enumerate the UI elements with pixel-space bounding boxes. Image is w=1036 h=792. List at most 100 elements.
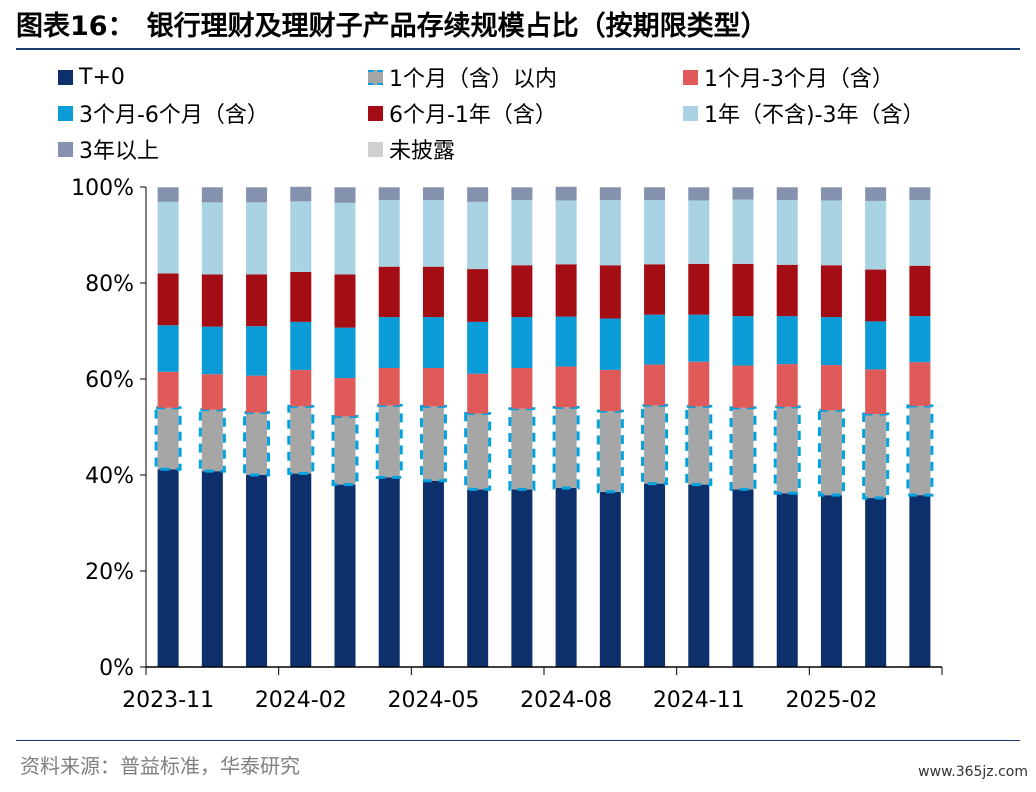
- legend-label: 1个月（含）以内: [389, 67, 557, 92]
- legend-item: 1年（不含)-3年（含）: [683, 96, 925, 130]
- bar-segment: [378, 477, 400, 667]
- bar-segment: [201, 326, 223, 375]
- x-tick-label: 2024-08: [520, 688, 612, 713]
- bar-segment: [865, 369, 887, 415]
- bar-segment: [599, 187, 621, 200]
- figure-title: 银行理财及理财子产品存续规模占比（按期限类型）: [146, 11, 768, 42]
- bar-segment: [555, 487, 577, 667]
- bar-segment: [334, 484, 356, 667]
- legend-item: 3年以上: [58, 132, 159, 166]
- bar-segment-outline: [198, 408, 226, 473]
- bar-segment: [334, 187, 356, 203]
- bar-segment: [157, 187, 179, 202]
- bar-segment: [688, 187, 710, 201]
- bar-segment: [157, 325, 179, 372]
- bar-segment: [688, 484, 710, 667]
- bar-segment: [378, 405, 400, 478]
- bar-segment: [688, 263, 710, 315]
- bar-segment: [334, 274, 356, 328]
- bar-segment: [820, 365, 842, 411]
- bar-segment: [157, 371, 179, 408]
- bar-segment: [246, 202, 268, 275]
- source-divider: [16, 740, 1020, 741]
- bar-segment: [599, 411, 621, 492]
- bar-segment: [732, 187, 754, 200]
- legend-label: 3年以上: [79, 139, 159, 164]
- bar-segment: [157, 469, 179, 667]
- bar-segment: [422, 406, 444, 481]
- bar-segment: [511, 199, 533, 266]
- legend-label: 6个月-1年（含）: [389, 103, 557, 128]
- bar-segment: [422, 480, 444, 667]
- y-tick-label: 40%: [85, 464, 134, 489]
- bar-segment: [820, 187, 842, 201]
- bar-segment: [865, 200, 887, 270]
- bar-segment-outline: [243, 411, 271, 477]
- bar-segment: [157, 273, 179, 326]
- legend-item: 6个月-1年（含）: [368, 96, 557, 130]
- bar-segment: [467, 269, 489, 322]
- legend-swatch: [683, 69, 698, 85]
- bar-segment: [909, 199, 931, 266]
- x-tick-label: 2025-02: [785, 688, 877, 713]
- legend-label: 1个月-3个月（含）: [704, 67, 894, 92]
- bar-segment: [776, 316, 798, 365]
- bar-segment: [555, 187, 577, 201]
- bar-segment: [511, 489, 533, 667]
- bar-segment: [865, 414, 887, 499]
- bar-segment: [467, 413, 489, 490]
- bar-segment: [334, 416, 356, 485]
- bar-segment: [511, 187, 533, 200]
- bar-segment: [290, 321, 312, 370]
- bar-segment: [644, 199, 666, 265]
- bar-segment-outline: [331, 414, 359, 487]
- legend-label: T+0: [79, 64, 125, 90]
- bar-segment: [201, 374, 223, 410]
- bar-segment: [378, 266, 400, 318]
- bar-segment: [644, 405, 666, 484]
- bar-segment: [334, 327, 356, 379]
- bar-segment: [820, 265, 842, 318]
- bar-segment: [732, 407, 754, 490]
- bar-segment: [644, 483, 666, 667]
- bar-segment: [732, 263, 754, 317]
- bar-segment: [688, 314, 710, 362]
- bar-segment: [422, 199, 444, 267]
- bar-segment: [865, 187, 887, 201]
- bar-segment-outline: [729, 406, 757, 491]
- bar-segment: [909, 187, 931, 200]
- bar-segment: [511, 265, 533, 318]
- bar-segment-outline: [773, 405, 801, 495]
- bar-segment: [422, 187, 444, 200]
- legend-swatch: [368, 105, 383, 121]
- bar-segment: [909, 362, 931, 406]
- bar-segment: [201, 187, 223, 203]
- y-tick-label: 60%: [85, 368, 134, 393]
- bar-segment: [201, 471, 223, 667]
- bar-segment: [201, 409, 223, 472]
- bar-segment: [865, 269, 887, 322]
- bar-segment: [555, 407, 577, 488]
- bar-segment: [599, 369, 621, 412]
- bar-segment: [732, 489, 754, 667]
- bar-segment: [732, 316, 754, 366]
- bar-segment: [865, 321, 887, 370]
- bar-segment: [820, 200, 842, 266]
- figure-label: 图表16：: [16, 11, 135, 42]
- y-tick-label: 0%: [99, 656, 134, 681]
- bar-segment: [555, 264, 577, 317]
- legend-swatch: [58, 69, 73, 85]
- legend-swatch: [58, 105, 73, 121]
- source-note: 资料来源：普益标准，华泰研究: [20, 754, 300, 778]
- bar-segment: [732, 365, 754, 408]
- bar-segment: [644, 314, 666, 365]
- bar-segment: [865, 498, 887, 667]
- bar-segment: [820, 317, 842, 366]
- bar-segment: [246, 274, 268, 327]
- bar-segment: [776, 493, 798, 667]
- bar-segment: [422, 317, 444, 368]
- bar-segment: [422, 266, 444, 318]
- bar-segment: [378, 187, 400, 200]
- bar-segment: [201, 274, 223, 327]
- bar-segment: [467, 321, 489, 374]
